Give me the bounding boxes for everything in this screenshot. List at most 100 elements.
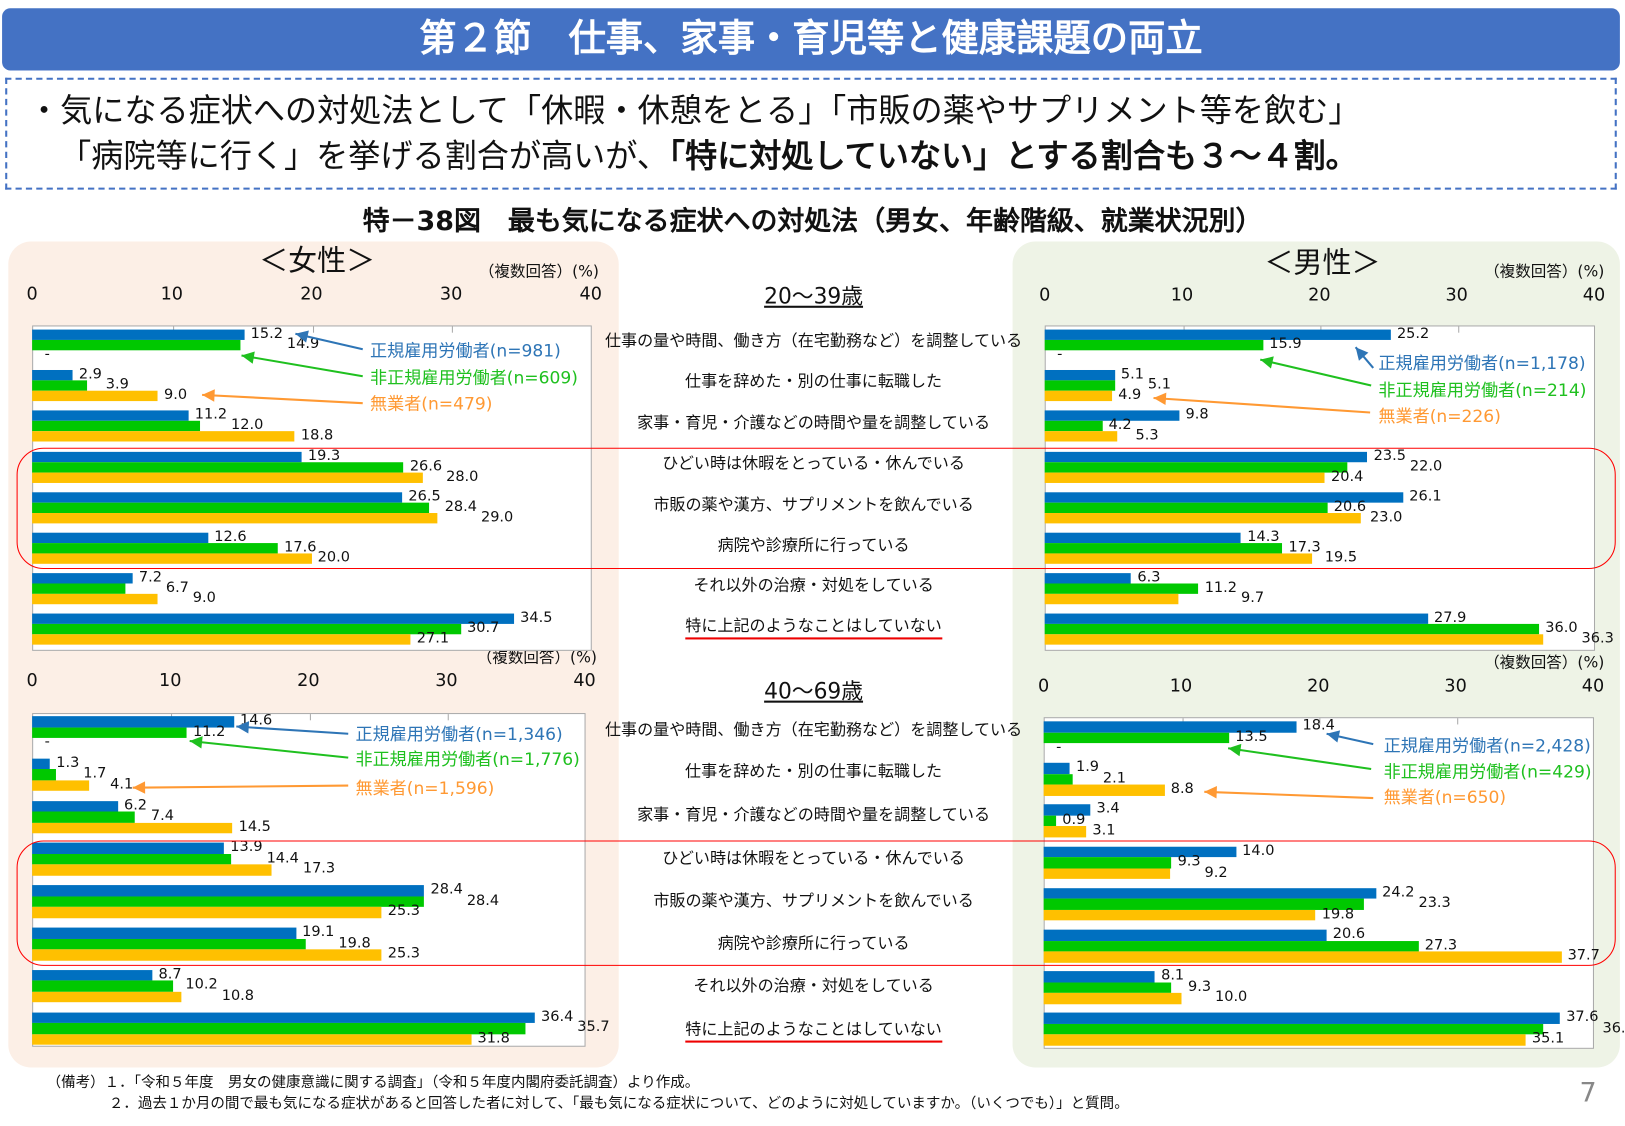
bar [32,472,424,483]
page-number: 7 [1579,1077,1597,1109]
bar [1044,543,1283,554]
arrowhead-icon [295,330,309,343]
legend-arrow-line [1260,358,1372,387]
bar-value-label: 4.1 [110,776,134,793]
category-label: 仕事の量や時間、働き方（在宅勤務など）を調整している [605,720,1022,739]
bar-value-label: 10.8 [221,987,255,1005]
tick-mark [1319,718,1321,725]
bar [32,502,429,513]
category-label: ひどい時は休暇をとっている・休んでいる [662,454,965,473]
bar [32,727,187,738]
bar-value-label: 25.3 [387,902,421,920]
bar [32,864,272,876]
highlight-box [16,447,1616,569]
bar-value-label: 14.9 [286,335,320,353]
bar-value-label: 14.5 [238,818,271,835]
bar [1044,573,1132,584]
bar-value-label: 6.7 [165,579,189,597]
arrowhead-icon [1228,743,1242,757]
tick-mark [1456,718,1458,725]
bar [32,1033,472,1045]
legend-label: 無業者(n=1,596) [355,778,495,799]
bar [32,390,158,402]
bar [1044,339,1264,351]
bar [1043,1034,1526,1046]
legend-label: 非正規雇用労働者(n=429) [1383,761,1592,782]
bar [32,492,403,503]
bar [32,980,173,992]
bar-value-label: 17.6 [284,538,317,556]
bar [1044,472,1325,483]
unit-label: （複数回答）(%) [476,647,597,667]
bar-value-label: 15.9 [1269,335,1302,353]
bar-value-label: 4.2 [1108,417,1132,434]
x-tick-label: 40 [1582,285,1606,306]
legend-arrow-line [1227,747,1372,771]
bar [1043,982,1172,994]
tick-mark [172,326,174,333]
arrowhead-icon [189,736,203,749]
summary-line-1: ・気になる症状への対処法として「休暇・休憩をとる」「市販の薬やサプリメント等を飲… [27,92,1361,130]
bar [32,461,404,473]
bar-value-label: 26.5 [408,487,441,505]
section-title: 第２節 仕事、家事・育児等と健康課題の両立 [2,8,1620,71]
arrowhead-icon [1326,730,1341,743]
bar-value-label: 7.4 [150,807,174,825]
category-label: 家事・育児・介護などの時間や量を調整している [637,414,990,433]
x-tick-label: 20 [1307,675,1330,697]
bar-value-label: 8.8 [1170,780,1194,798]
male-label: ＜男性＞ [1264,245,1381,280]
footnote-2: ２．過去１か月の間で最も気になる症状があると回答した者に対して、「最も気になる症… [108,1095,1129,1113]
category-label-text: 病院や診療所に行っている [717,933,910,953]
legend-arrow-line [1204,790,1374,800]
bar-value-label: 28.0 [446,468,479,485]
category-label-text: 仕事を辞めた・別の仕事に転職した [685,372,943,391]
bar [32,991,182,1003]
legend-arrow-line [132,784,349,789]
category-label-text: ひどい時は休暇をとっている・休んでいる [662,453,965,473]
bar-value-label: 10.0 [1214,988,1248,1006]
category-label: それ以外の治療・対処をしている [693,976,933,995]
bar-value-label: 20.0 [317,549,350,566]
summary-line-2: 「病院等に行く」を挙げる割合が高いが、「特に対処していない」とする割合も３～４割… [59,134,1358,180]
arrowhead-icon [132,781,146,794]
arrowhead-icon [202,389,215,402]
bar [1044,634,1544,646]
category-label-text: 仕事の量や時間、働き方（在宅勤務など）を調整している [604,720,1023,739]
bar-value-label: 12.6 [214,528,247,546]
bar-value-label: 15.2 [250,325,283,343]
bar [32,1012,535,1024]
unit-label: （複数回答）(%) [478,262,600,281]
footnote-1: （備考）１．「令和５年度 男女の健康意識に関する調査」（令和５年度内閣府委託調査… [46,1074,700,1092]
bar [32,1023,526,1034]
bar [32,410,189,422]
bar-value-label: 27.9 [1434,609,1467,627]
x-tick-label: 30 [1444,675,1467,697]
bar-value-label: 30.7 [467,620,500,637]
bar-value-label: 3.1 [1092,822,1116,839]
tick-mark [1457,326,1459,333]
legend-label: 非正規雇用労働者(n=609) [369,367,578,388]
category-label-text: それ以外の治療・対処をしている [693,576,934,595]
x-tick-label: 10 [1170,285,1194,306]
category-label: ひどい時は休暇をとっている・休んでいる [662,849,965,868]
category-label-text: 病院や診療所に行っている [717,535,910,555]
x-tick-label: 30 [435,670,458,692]
category-label-text: 仕事を辞めた・別の仕事に転職した [685,761,943,781]
figure-title: 特－38図 最も気になる症状への対処法（男女、年齢階級、就業状況別） [362,206,1263,238]
bar [32,769,56,781]
bar [1044,451,1368,462]
age-group-label: 40～69歳 [764,678,864,704]
legend-label: 無業者(n=650) [1383,787,1507,808]
bar-value-label: 6.2 [123,796,148,814]
bar-value-label: 2.9 [78,366,102,383]
bar-value-label: 19.8 [1321,905,1355,923]
bar-value-label: 14.0 [1242,842,1275,859]
x-tick-label: 10 [1169,675,1193,697]
bar [32,907,382,918]
age-group-label: 20～39歳 [764,283,864,309]
bar [1044,370,1115,381]
bar [32,451,302,462]
bar [1044,583,1199,595]
